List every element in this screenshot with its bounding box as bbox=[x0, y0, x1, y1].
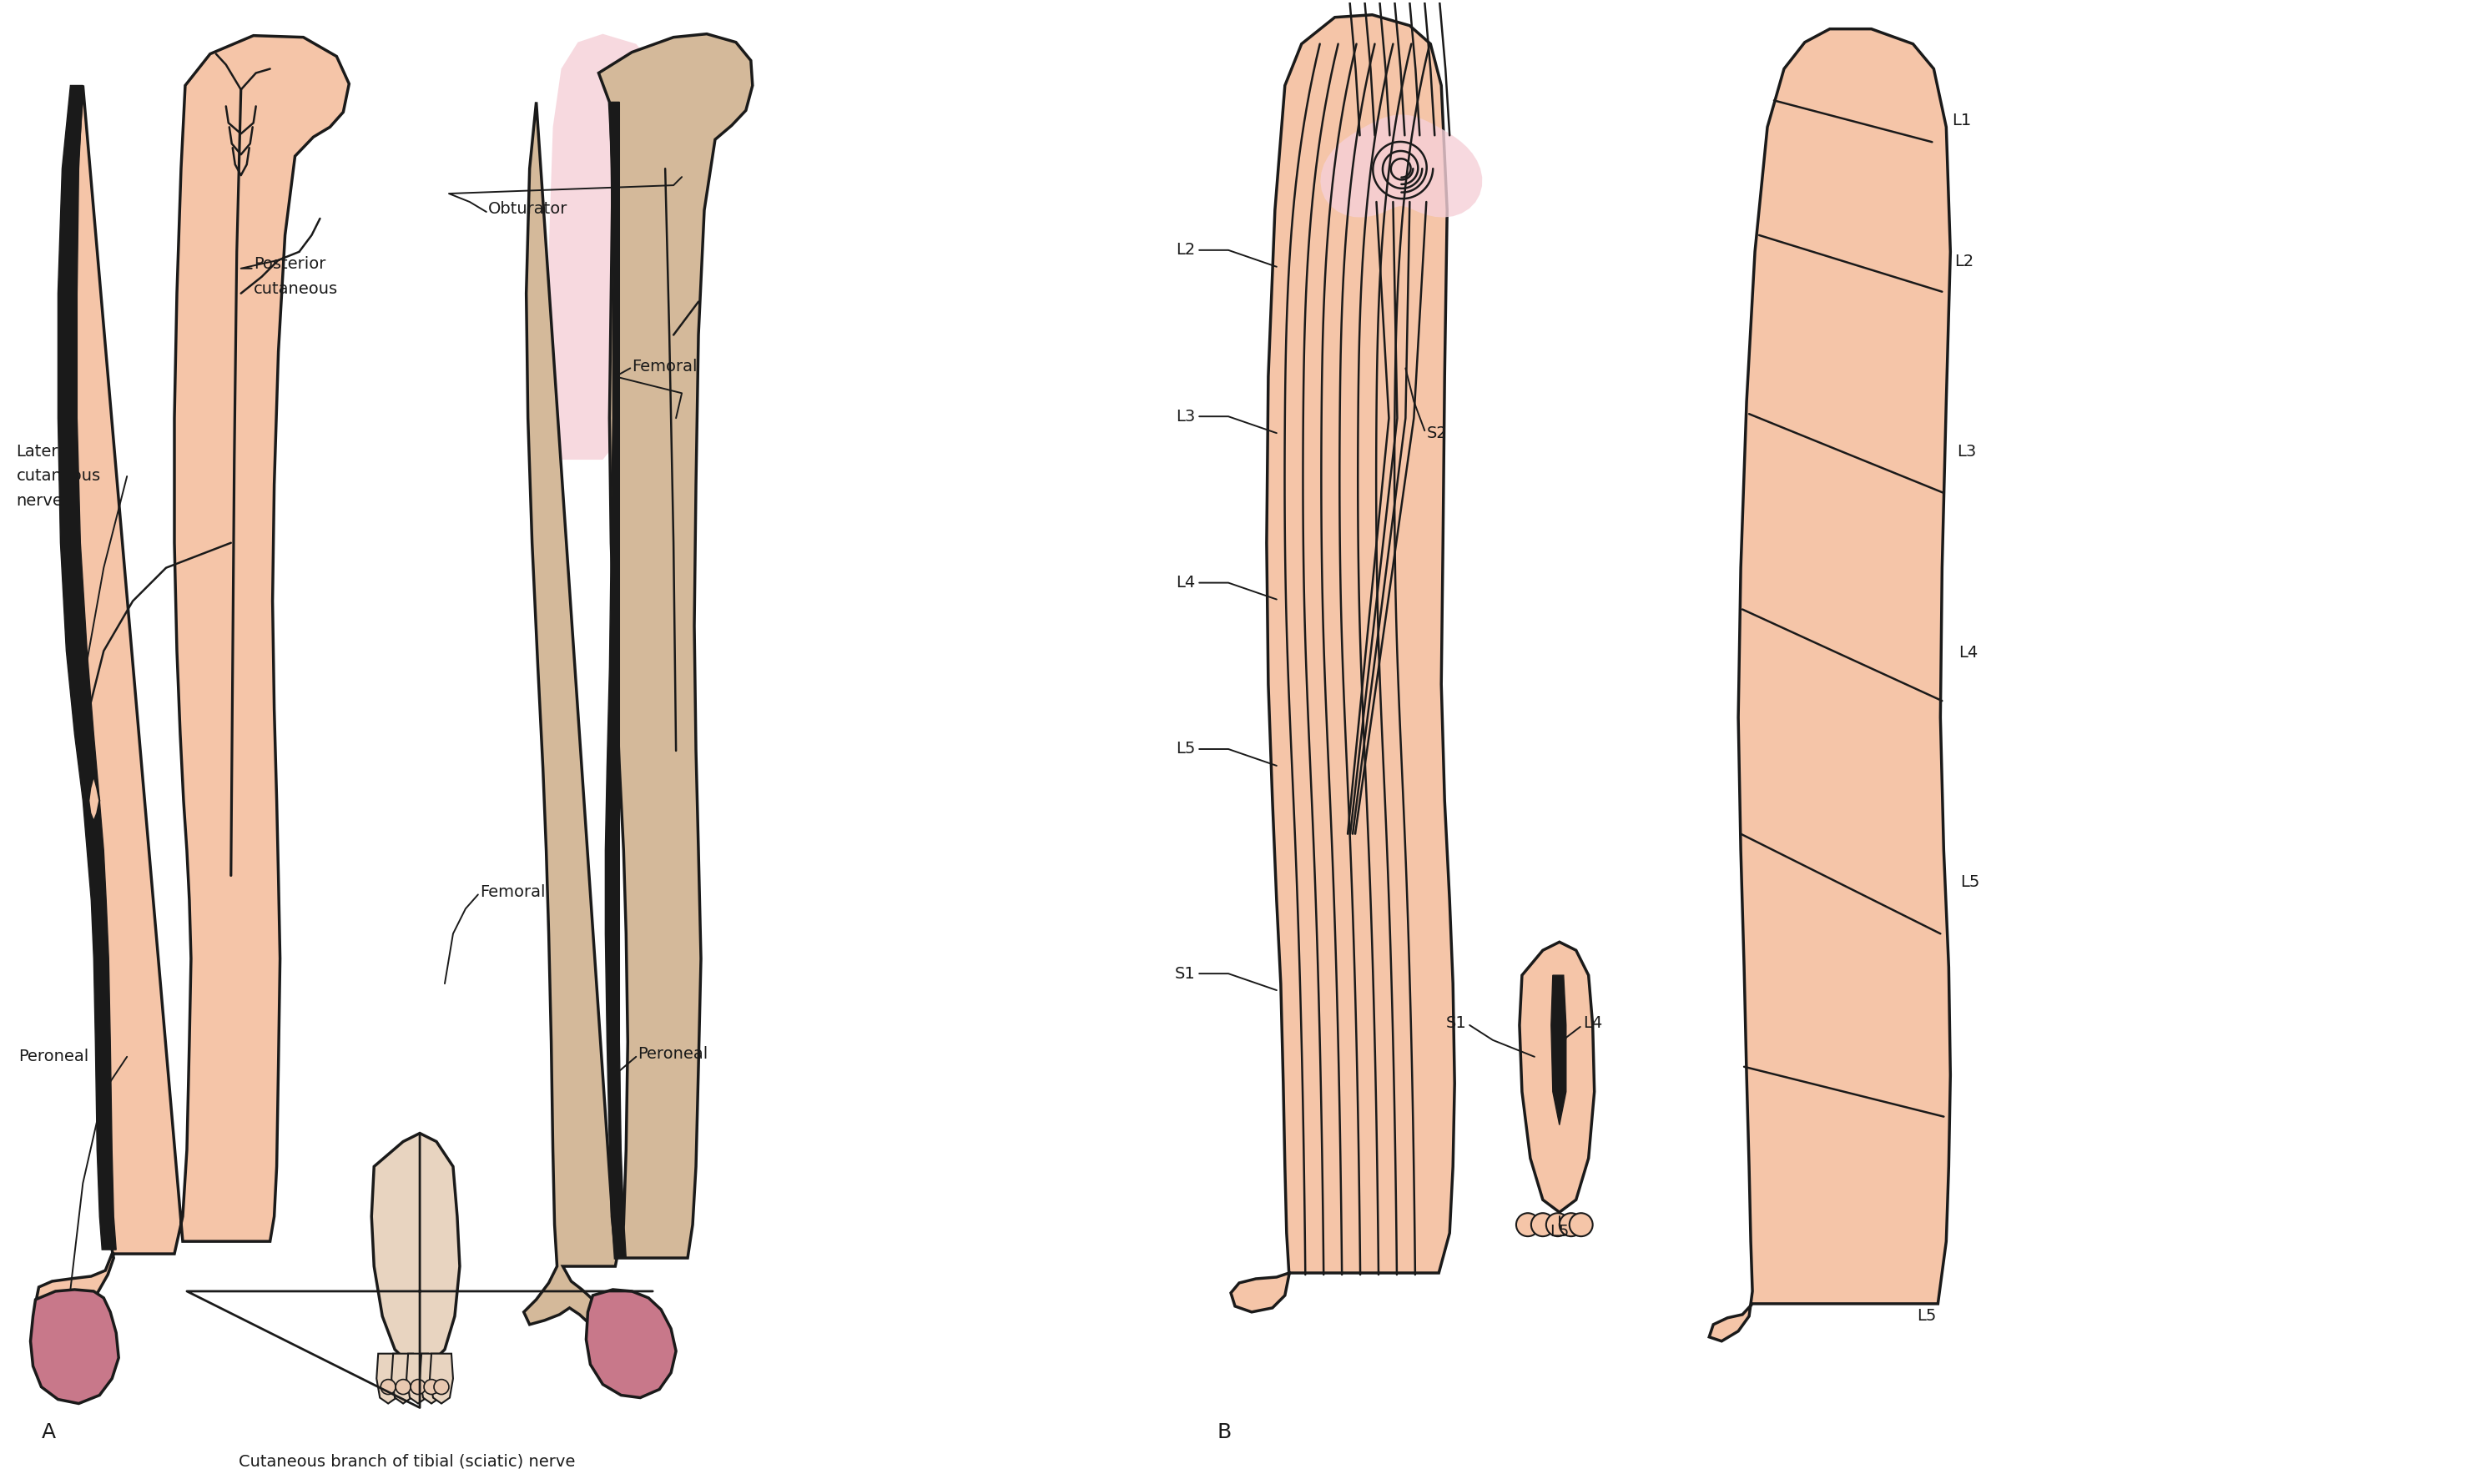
Text: L3: L3 bbox=[1176, 408, 1195, 424]
Text: Peroneal: Peroneal bbox=[639, 1046, 708, 1063]
Polygon shape bbox=[89, 776, 99, 822]
Text: S2: S2 bbox=[1426, 424, 1448, 441]
Polygon shape bbox=[1812, 534, 1935, 675]
Polygon shape bbox=[57, 86, 116, 1250]
Text: S1: S1 bbox=[1445, 1015, 1465, 1031]
Circle shape bbox=[1569, 1212, 1594, 1236]
Polygon shape bbox=[1710, 28, 1950, 1342]
Text: Cutaneous branch of tibial (sciatic) nerve: Cutaneous branch of tibial (sciatic) ner… bbox=[240, 1454, 577, 1469]
Circle shape bbox=[1532, 1212, 1554, 1236]
Polygon shape bbox=[35, 36, 349, 1325]
Text: L4: L4 bbox=[1958, 644, 1978, 660]
Polygon shape bbox=[431, 1353, 453, 1404]
Text: A: A bbox=[42, 1423, 54, 1442]
Polygon shape bbox=[606, 102, 626, 1258]
Text: Peroneal: Peroneal bbox=[20, 1049, 89, 1064]
Text: nerve: nerve bbox=[17, 493, 62, 509]
Text: Posterior: Posterior bbox=[252, 257, 327, 272]
Circle shape bbox=[396, 1380, 411, 1395]
Text: L5: L5 bbox=[1176, 741, 1195, 757]
Text: Lateral: Lateral bbox=[17, 444, 72, 459]
Text: Obturator: Obturator bbox=[488, 200, 567, 217]
Polygon shape bbox=[587, 1290, 676, 1398]
Polygon shape bbox=[1520, 942, 1594, 1212]
Text: cutaneous: cutaneous bbox=[252, 282, 337, 297]
Polygon shape bbox=[406, 1353, 431, 1404]
Text: L5: L5 bbox=[1960, 874, 1980, 890]
Text: S1: S1 bbox=[1176, 966, 1195, 981]
Polygon shape bbox=[30, 1290, 119, 1404]
Circle shape bbox=[411, 1380, 426, 1395]
Polygon shape bbox=[1319, 114, 1483, 217]
Text: L2: L2 bbox=[1955, 254, 1975, 270]
Circle shape bbox=[381, 1380, 396, 1395]
Text: Femoral: Femoral bbox=[480, 884, 544, 899]
Polygon shape bbox=[1230, 15, 1455, 1312]
Polygon shape bbox=[421, 1353, 443, 1404]
Circle shape bbox=[1559, 1212, 1582, 1236]
Polygon shape bbox=[376, 1353, 401, 1404]
Text: L2: L2 bbox=[1176, 242, 1195, 258]
Circle shape bbox=[423, 1380, 438, 1395]
Text: L3: L3 bbox=[1958, 444, 1978, 459]
Circle shape bbox=[1547, 1212, 1569, 1236]
Circle shape bbox=[1517, 1212, 1539, 1236]
Polygon shape bbox=[549, 34, 658, 460]
Text: L1: L1 bbox=[1953, 113, 1973, 128]
Text: L5: L5 bbox=[1549, 1223, 1569, 1239]
Text: Femoral: Femoral bbox=[631, 359, 698, 374]
Text: L5: L5 bbox=[1918, 1309, 1935, 1324]
Polygon shape bbox=[371, 1134, 460, 1367]
Text: L4: L4 bbox=[1176, 574, 1195, 591]
Text: cutaneous: cutaneous bbox=[17, 469, 101, 484]
Text: B: B bbox=[1218, 1423, 1230, 1442]
Circle shape bbox=[433, 1380, 448, 1395]
Polygon shape bbox=[1552, 975, 1567, 1125]
Text: L4: L4 bbox=[1582, 1015, 1601, 1031]
Polygon shape bbox=[391, 1353, 416, 1404]
Polygon shape bbox=[525, 34, 752, 1325]
